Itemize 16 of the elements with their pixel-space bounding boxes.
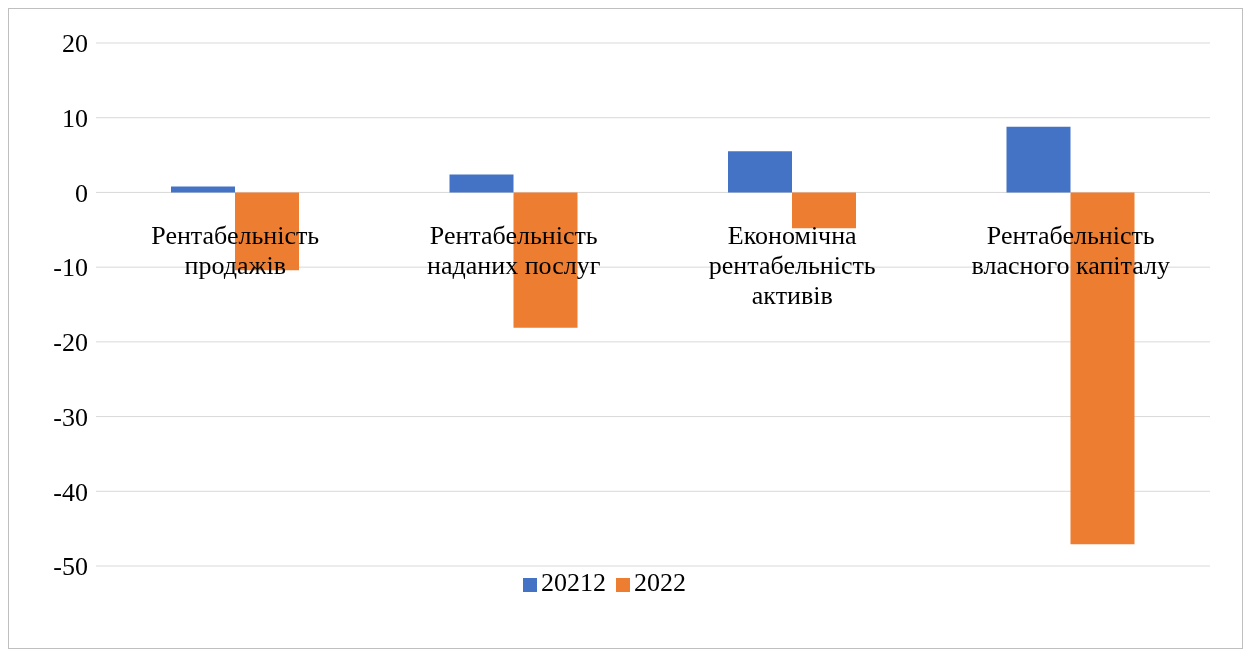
bar xyxy=(1006,126,1071,193)
bar xyxy=(792,192,856,229)
y-tick-label: -10 xyxy=(53,253,88,283)
x-tick-label: Економічна рентабельність активів xyxy=(708,221,876,311)
bar xyxy=(728,151,792,193)
y-tick-label: -40 xyxy=(53,477,88,507)
y-tick-label: 20 xyxy=(62,29,88,59)
bar xyxy=(171,186,235,193)
y-tick-label: -30 xyxy=(53,402,88,432)
bar xyxy=(449,174,514,193)
y-tick-label: 0 xyxy=(75,178,88,208)
y-tick-label: -20 xyxy=(53,328,88,358)
legend-label: 2022 xyxy=(634,568,686,597)
y-tick-label: 10 xyxy=(62,103,88,133)
legend-label: 20212 xyxy=(541,568,606,597)
y-tick-label: -50 xyxy=(53,552,88,582)
